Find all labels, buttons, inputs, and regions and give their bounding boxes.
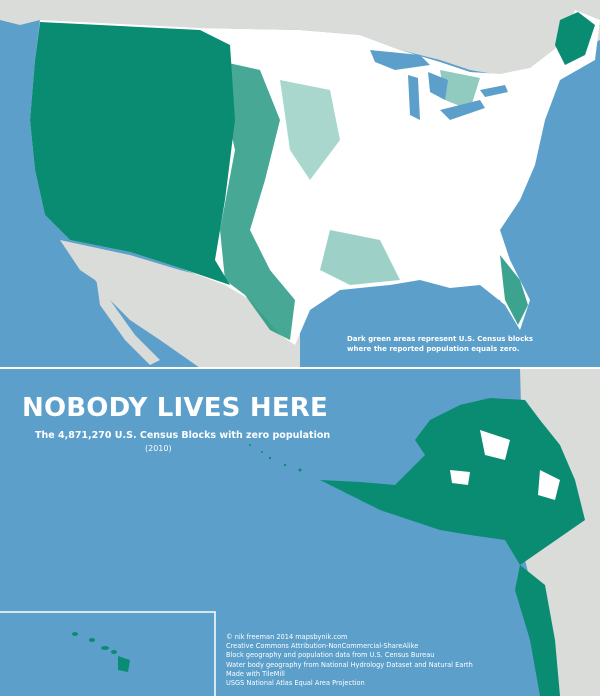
mexico-land	[60, 240, 300, 368]
legend: Dark green areas represent U.S. Census b…	[347, 334, 533, 354]
alaska-panhandle	[515, 565, 560, 696]
credit-line: © nik freeman 2014 mapsbynik.com	[226, 633, 348, 641]
map-title: NOBODY LIVES HERE	[22, 393, 328, 423]
credit-line: Water body geography from National Hydro…	[226, 660, 473, 669]
unpopulated-areas	[30, 12, 595, 340]
credit-line: Creative Commons Attribution-NonCommerci…	[226, 642, 419, 651]
credit-line: USGS National Atlas Equal Area Projectio…	[226, 679, 365, 688]
credit-line: Made with TileMill	[226, 669, 285, 678]
hawaii-inset-frame	[0, 611, 216, 696]
canada-land	[0, 0, 600, 75]
baja-land	[95, 270, 160, 365]
credits: © nik freeman 2014 mapsbynik.com Creativ…	[226, 633, 473, 688]
alaska-populated	[450, 430, 560, 500]
aleutian-islands	[239, 434, 302, 472]
legend-line: Dark green areas represent U.S. Census b…	[347, 335, 534, 343]
legend-line: where the reported population equals zer…	[347, 345, 520, 353]
gulf-of-mexico	[310, 290, 505, 360]
map-year: (2010)	[145, 444, 172, 453]
credit-line: Block geography and population data from…	[226, 651, 435, 660]
great-lakes	[370, 50, 508, 120]
map-subtitle: The 4,871,270 U.S. Census Blocks with ze…	[35, 430, 331, 441]
hawaii	[72, 632, 130, 672]
